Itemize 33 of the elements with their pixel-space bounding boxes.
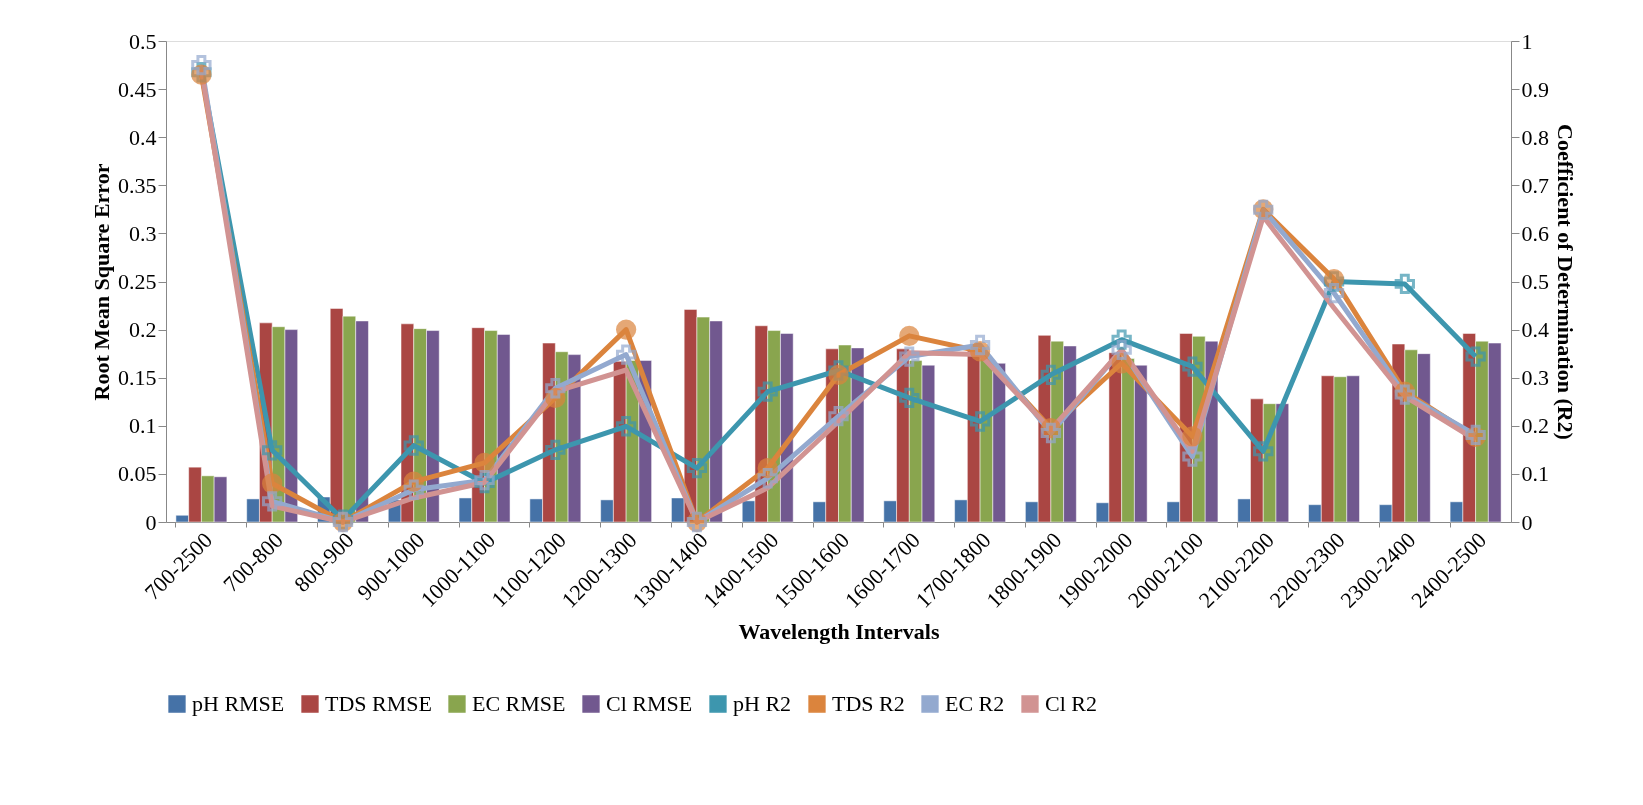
y2-tick-label: 0 <box>1521 509 1533 535</box>
y-tick-label: 0.3 <box>129 220 157 246</box>
y-tick-label: 0.05 <box>118 461 157 487</box>
y-tick-label: 0.1 <box>129 413 157 439</box>
legend-label: pH R2 <box>733 691 792 716</box>
y2-tick-label: 0.6 <box>1521 220 1549 246</box>
y-tick-label: 0.4 <box>129 124 157 150</box>
y2-tick-label: 1 <box>1521 28 1533 54</box>
y2-tick-label: 0.9 <box>1521 76 1549 102</box>
legend-label: TDS RMSE <box>325 691 432 716</box>
y-tick-label: 0.5 <box>129 28 157 54</box>
y2-tick-label: 0.2 <box>1521 413 1549 439</box>
y2-axis-title: Coefficient of Determination (R2) <box>1553 124 1578 440</box>
y2-tick-label: 0.1 <box>1521 461 1549 487</box>
y2-tick-label: 0.8 <box>1521 124 1549 150</box>
y2-tick-label: 0.4 <box>1521 317 1549 343</box>
y-tick-label: 0 <box>145 509 157 535</box>
legend-label: EC RMSE <box>472 691 566 716</box>
legend-label: Cl R2 <box>1045 691 1097 716</box>
x-axis-title: Wavelength Intervals <box>738 618 940 644</box>
legend-label: pH RMSE <box>192 691 285 716</box>
legend-label: EC R2 <box>945 691 1005 716</box>
y2-tick-label: 0.7 <box>1521 172 1549 198</box>
y-tick-label: 0.35 <box>118 172 157 198</box>
y-tick-label: 0.25 <box>118 269 157 294</box>
legend-label: TDS R2 <box>832 691 905 716</box>
y2-tick-label: 0.5 <box>1521 269 1549 294</box>
y2-tick-label: 0.3 <box>1521 365 1549 391</box>
y-tick-label: 0.15 <box>118 365 157 391</box>
legend-label: Cl RMSE <box>606 691 693 716</box>
y-axis-title: Root Mean Square Error <box>89 163 114 401</box>
y-tick-label: 0.2 <box>129 317 157 343</box>
y-tick-label: 0.45 <box>118 76 157 102</box>
